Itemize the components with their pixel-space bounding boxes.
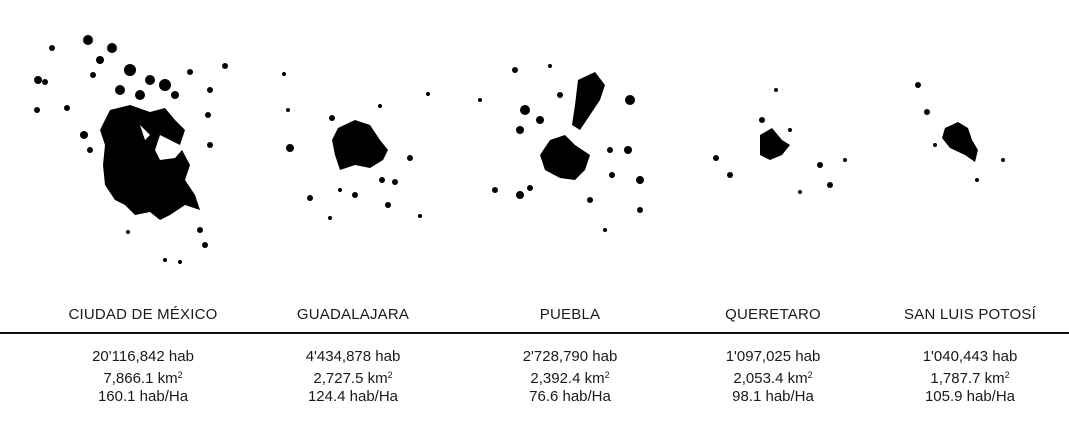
population: 4'434,878 hab [305,348,401,365]
density: 76.6 hab/Ha [529,388,611,405]
population: 20'116,842 hab [92,348,194,365]
footprint-queretaro [713,88,847,194]
city-name-queretaro: QUERETARO [725,306,821,323]
stats-san-luis-potosi: 1'040,443 hab 1,787.7 km2 105.9 hab/Ha [923,348,1018,406]
city-names-row: CIUDAD DE MÉXICO GUADALAJARA PUEBLA QUER… [0,306,1069,330]
stats-guadalajara: 4'434,878 hab 2,727.5 km2 124.4 hab/Ha [306,348,401,406]
footprint-puebla [478,64,644,232]
area: 2,392.4 km2 [530,370,610,387]
footprint-drawing [34,35,1005,264]
divider-rule [0,332,1069,334]
stats-queretaro: 1'097,025 hab 2,053.4 km2 98.1 hab/Ha [726,348,821,406]
density: 105.9 hab/Ha [924,388,1016,405]
urban-footprint-maps [34,35,1005,264]
area: 2,053.4 km2 [733,370,813,387]
population: 1'097,025 hab [725,348,821,365]
city-name-ciudad-de-mexico: CIUDAD DE MÉXICO [68,306,218,323]
density: 160.1 hab/Ha [97,388,189,405]
population: 2'728,790 hab [522,348,618,365]
city-name-puebla: PUEBLA [539,306,601,323]
area: 7,866.1 km2 [103,370,183,387]
area: 1,787.7 km2 [930,370,1010,387]
city-name-guadalajara: GUADALAJARA [296,306,410,323]
density: 124.4 hab/Ha [307,388,399,405]
stats-ciudad-de-mexico: 20'116,842 hab 7,866.1 km2 160.1 hab/Ha [92,348,194,406]
footprint-ciudad-de-mexico [34,35,228,264]
footprint-guadalajara [282,72,430,220]
city-name-san-luis-potosi: SAN LUIS POTOSÍ [904,306,1036,323]
footprint-san-luis-potosi [915,82,1005,182]
density: 98.1 hab/Ha [732,388,814,405]
stats-puebla: 2'728,790 hab 2,392.4 km2 76.6 hab/Ha [523,348,618,406]
area: 2,727.5 km2 [313,370,393,387]
population: 1'040,443 hab [922,348,1018,365]
